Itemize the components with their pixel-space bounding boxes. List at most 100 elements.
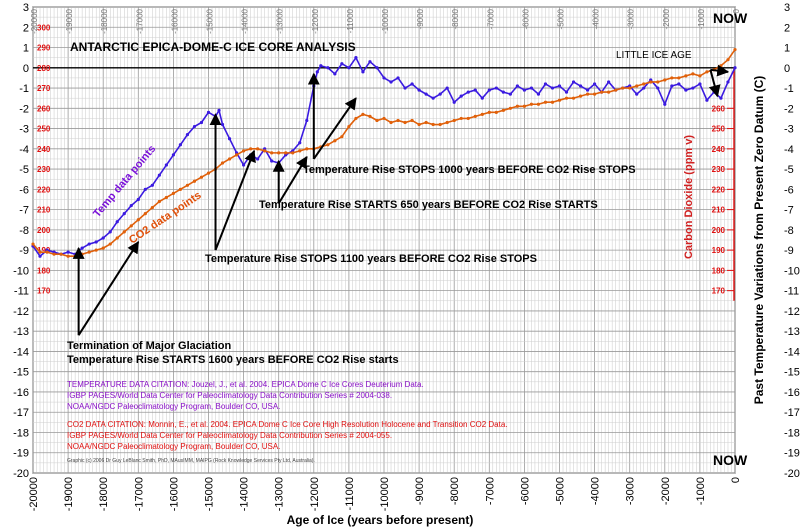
x-tick-label-top: -13000 (276, 8, 285, 33)
data-point-temp (459, 94, 463, 98)
co2-tick-label-right: 230 (712, 165, 726, 174)
x-tick-label-top: -18000 (100, 8, 109, 33)
co2-tick-label-right: 190 (712, 246, 726, 255)
co2-tick-label-left: 230 (37, 165, 51, 174)
data-point-co2 (487, 110, 491, 114)
data-point-co2 (698, 74, 702, 78)
data-point-co2 (410, 118, 414, 123)
annotation-arrow (277, 155, 308, 205)
data-point-co2 (452, 118, 456, 123)
data-point-co2 (578, 94, 583, 98)
x-tick-label-top: -6000 (521, 8, 530, 29)
co2-tick-label-right: 180 (712, 266, 726, 275)
data-point-co2 (164, 195, 168, 200)
data-point-co2 (284, 151, 288, 155)
data-point-co2 (73, 254, 77, 258)
annotation-now-top: NOW (713, 10, 748, 26)
axes: 3 3 2 2 1 1 0 0 -1 -1 -2 -2 -3 -3 -4 -4 -5 -5 -6 -6 -7 -7 -8 -8… (13, 2, 800, 511)
data-point-temp (326, 66, 330, 70)
data-point-co2 (192, 179, 197, 183)
data-point-temp (424, 92, 428, 96)
data-point-temp (515, 84, 519, 88)
grid (32, 6, 736, 474)
co2-tick-label-left: 280 (37, 64, 51, 73)
data-point-co2 (122, 230, 126, 234)
annotation-stops-1100: Temperature Rise STOPS 1100 years BEFORE… (205, 253, 537, 265)
y-tick-label-right: -20 (784, 468, 800, 480)
y-tick-label-left: -10 (13, 265, 29, 277)
data-point-co2 (333, 139, 337, 143)
right-axis-title: Past Temperature Variations from Present… (752, 76, 766, 405)
chart-title: ANTARCTIC EPICA-DOME-C ICE CORE ANALYSIS (70, 40, 356, 54)
data-point-temp (389, 80, 393, 84)
co2-tick-label-left: 170 (37, 287, 51, 296)
y-tick-label-left: -19 (13, 448, 29, 460)
co2-tick-label-left: 250 (37, 125, 51, 134)
data-point-co2 (150, 205, 154, 210)
y-tick-label-left: -12 (13, 306, 29, 318)
data-point-temp (354, 56, 358, 60)
co2-tick-label-right: 250 (712, 125, 726, 134)
x-tick-label-top: -17000 (135, 8, 144, 33)
x-tick-label-bottom: -2000 (660, 477, 672, 505)
data-point-co2 (234, 153, 239, 157)
data-point-temp (480, 96, 484, 100)
data-point-co2 (368, 114, 372, 119)
data-point-temp (642, 86, 646, 90)
data-point-co2 (220, 161, 225, 165)
co2-tick-label-right: 200 (712, 226, 726, 235)
co2-tick-label-left: 200 (37, 226, 51, 235)
data-point-temp (143, 187, 147, 191)
annotation-arrow (710, 64, 730, 77)
x-tick-label-bottom: -16000 (168, 477, 180, 511)
co2-tick-label-right: 220 (712, 185, 726, 194)
x-tick-label-top: -1000 (697, 8, 706, 29)
co2-tick-label-right: 260 (712, 104, 726, 113)
annotation-little-ice-age: LITTLE ICE AGE (616, 50, 692, 61)
data-point-co2 (466, 116, 470, 121)
data-point-temp (557, 84, 562, 88)
data-point-temp (199, 120, 204, 125)
data-point-co2 (431, 122, 435, 127)
data-point-temp (501, 90, 505, 94)
y-tick-label-left: -17 (13, 407, 29, 419)
data-point-co2 (529, 102, 534, 106)
data-point-temp (494, 86, 498, 90)
data-point-co2 (607, 90, 611, 94)
data-point-co2 (256, 147, 260, 151)
data-point-co2 (87, 250, 91, 254)
data-point-temp (80, 246, 84, 250)
data-point-co2 (305, 147, 309, 151)
data-point-co2 (663, 78, 667, 82)
co2-tick-label-left: 260 (37, 104, 51, 113)
data-point-co2 (501, 108, 505, 112)
data-point-co2 (108, 242, 112, 246)
data-point-co2 (66, 254, 70, 258)
data-point-co2 (263, 149, 267, 153)
data-point-co2 (642, 82, 646, 86)
co2-tick-label-left: 180 (37, 266, 51, 275)
y-tick-label-left: -14 (13, 346, 29, 358)
x-tick-label-top: -8000 (451, 8, 460, 29)
x-tick-label-bottom: -4000 (590, 477, 602, 505)
data-point-temp (593, 82, 597, 86)
annotation-arrow (708, 69, 721, 98)
data-point-co2 (354, 116, 358, 121)
data-point-temp (571, 80, 576, 84)
data-point-co2 (522, 104, 527, 108)
co2-tick-label-left: 300 (37, 23, 51, 32)
co2-tick-label-right: 170 (712, 287, 726, 296)
citation-co2-2: IGBP PAGES/World Data Center for Paleocl… (67, 431, 392, 440)
x-tick-label-bottom: -5000 (555, 477, 567, 505)
x-tick-label-top: -19000 (65, 8, 74, 33)
data-point-co2 (227, 157, 232, 161)
data-point-co2 (375, 118, 379, 123)
data-point-temp (529, 86, 534, 90)
data-point-temp (157, 173, 161, 177)
y-tick-label-left: 0 (23, 63, 29, 75)
co2-axis-title: Carbon Dioxide (ppm v) (683, 135, 695, 259)
data-point-temp (270, 159, 274, 163)
y-tick-label-right: -10 (784, 265, 800, 277)
annotation-arrow (77, 241, 140, 336)
x-tick-label-top: -10000 (381, 8, 390, 33)
